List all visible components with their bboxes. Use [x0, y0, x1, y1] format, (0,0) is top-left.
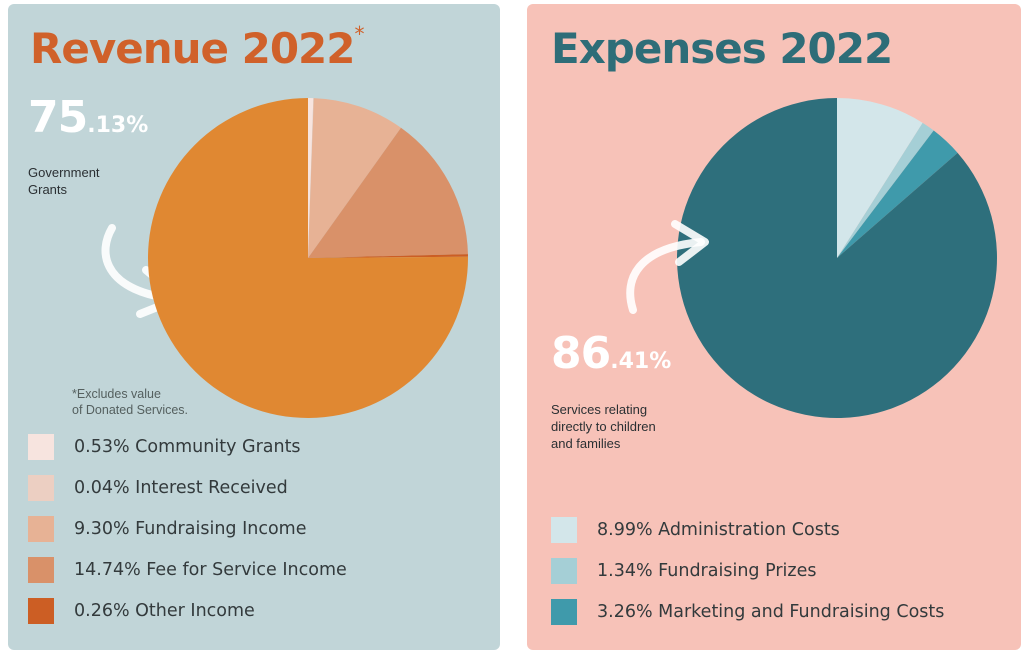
expenses-highlight-int: 86 [551, 328, 611, 379]
legend-swatch-administration-costs [551, 516, 577, 543]
legend-swatch-fee-for-service [28, 556, 54, 583]
legend-item-fee-for-service: 14.74% Fee for Service Income [28, 549, 347, 590]
pie-slice-other-income [308, 254, 468, 258]
legend-label-administration-costs: 8.99% Administration Costs [597, 519, 840, 540]
legend-item-marketing-fundraising-costs: 3.26% Marketing and Fundraising Costs [551, 591, 944, 632]
legend-swatch-other-income [28, 597, 54, 624]
expenses-callout-arrow-icon [626, 220, 709, 314]
pie-slice-government-grants [147, 98, 468, 418]
legend-swatch-interest-received [28, 474, 54, 501]
legend-item-fundraising-income: 9.30% Fundraising Income [28, 508, 347, 549]
legend-label-fundraising-prizes: 1.34% Fundraising Prizes [597, 560, 817, 581]
legend-swatch-fundraising-prizes [551, 557, 577, 584]
pie-slice-interest-received [308, 98, 314, 258]
legend-swatch-community-grants [28, 433, 54, 460]
revenue-title: Revenue 2022* [30, 24, 365, 70]
revenue-highlight-value: 75.13% [28, 96, 148, 140]
revenue-highlight-dec: .13% [87, 113, 149, 138]
legend-item-administration-costs: 8.99% Administration Costs [551, 509, 944, 550]
pie-slice-fundraising-prizes [837, 122, 934, 258]
expenses-panel: Expenses 2022 86.41% Services relating d… [527, 4, 1021, 650]
pie-slice-services-relating-directly-to-children-and-families [676, 98, 997, 418]
revenue-panel: Revenue 2022* 75.13% Government Grants *… [8, 4, 500, 650]
revenue-title-text: Revenue 2022 [30, 24, 355, 73]
revenue-highlight-label: Government Grants [28, 165, 100, 197]
expenses-highlight-dec: .41% [610, 349, 672, 374]
revenue-highlight-int: 75 [28, 92, 88, 143]
pie-slice-community-grants [308, 98, 314, 258]
legend-label-community-grants: 0.53% Community Grants [74, 436, 301, 457]
revenue-title-asterisk: * [354, 22, 365, 46]
revenue-footnote: *Excludes value of Donated Services. [72, 387, 189, 417]
revenue-legend: 0.53% Community Grants 0.04% Interest Re… [28, 426, 347, 631]
legend-swatch-marketing-fundraising-costs [551, 598, 577, 625]
legend-label-fee-for-service: 14.74% Fee for Service Income [74, 559, 347, 580]
legend-item-interest-received: 0.04% Interest Received [28, 467, 347, 508]
pie-slice-administration-costs [837, 98, 923, 258]
pie-slice-marketing-and-fundraising-costs [837, 130, 958, 258]
expenses-highlight-label: Services relating directly to children a… [551, 402, 656, 451]
pie-slice-fundraising-income [308, 98, 401, 258]
expenses-legend: 8.99% Administration Costs 1.34% Fundrai… [551, 509, 944, 632]
expenses-highlight-value: 86.41% [551, 332, 671, 376]
expenses-title: Expenses 2022 [551, 24, 893, 73]
legend-item-fundraising-prizes: 1.34% Fundraising Prizes [551, 550, 944, 591]
expenses-pie-chart [676, 98, 997, 418]
legend-label-other-income: 0.26% Other Income [74, 600, 255, 621]
legend-label-fundraising-income: 9.30% Fundraising Income [74, 518, 307, 539]
legend-item-other-income: 0.26% Other Income [28, 590, 347, 631]
legend-swatch-fundraising-income [28, 515, 54, 542]
legend-label-marketing-fundraising-costs: 3.26% Marketing and Fundraising Costs [597, 601, 945, 622]
legend-item-community-grants: 0.53% Community Grants [28, 426, 347, 467]
revenue-pie-chart [147, 98, 468, 418]
pie-slice-fee-for-service-income [308, 127, 468, 258]
legend-label-interest-received: 0.04% Interest Received [74, 477, 288, 498]
